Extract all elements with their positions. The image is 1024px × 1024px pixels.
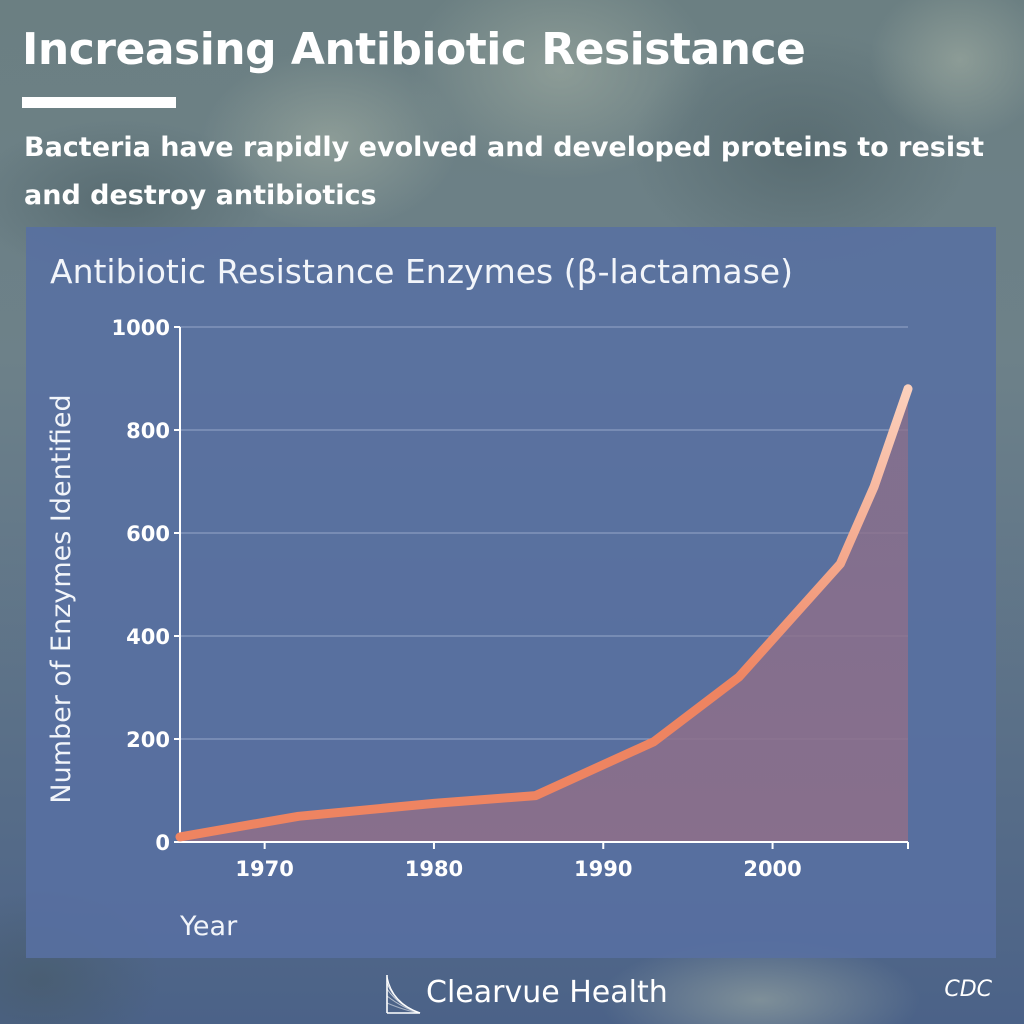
y-tick-label: 1000 <box>112 316 170 340</box>
x-axis-label: Year <box>179 911 238 942</box>
series-area <box>180 388 908 842</box>
source-credit: CDC <box>944 977 992 1002</box>
chart: Antibiotic Resistance Enzymes (β-lactama… <box>46 252 913 942</box>
title-underline <box>22 97 176 108</box>
x-tick-label: 2000 <box>743 857 801 881</box>
y-axis-label: Number of Enzymes Identified <box>46 394 77 803</box>
x-tick-label: 1980 <box>405 857 463 881</box>
page-subtitle: Bacteria have rapidly evolved and develo… <box>24 132 985 211</box>
brand-logo-icon <box>386 975 421 1014</box>
tick-labels: 0 200 400 600 800 1000 1970 1980 1990 2000 <box>112 316 802 881</box>
page-title: Increasing Antibiotic Resistance <box>22 24 806 75</box>
area-layer <box>180 388 908 842</box>
y-tick-label: 400 <box>126 625 170 649</box>
y-tick-label: 200 <box>126 728 170 752</box>
series-layer <box>175 384 913 842</box>
y-tick-label: 0 <box>155 831 170 855</box>
axes <box>174 326 909 849</box>
chart-title: Antibiotic Resistance Enzymes (β-lactama… <box>50 252 793 291</box>
chart-panel: Antibiotic Resistance Enzymes (β-lactama… <box>26 227 996 958</box>
series-line <box>175 384 913 842</box>
y-tick-label: 600 <box>126 522 170 546</box>
x-tick-label: 1990 <box>574 857 632 881</box>
brand-name: Clearvue Health <box>426 974 668 1010</box>
x-tick-label: 1970 <box>235 857 293 881</box>
brand: Clearvue Health <box>384 966 668 1018</box>
y-tick-label: 800 <box>126 419 170 443</box>
